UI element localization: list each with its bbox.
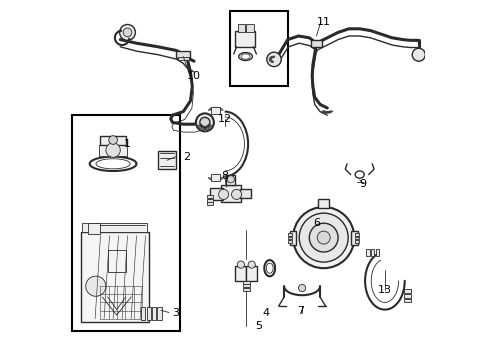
Bar xyxy=(221,185,241,202)
Bar xyxy=(355,233,358,236)
Circle shape xyxy=(123,28,132,37)
Bar xyxy=(82,223,147,232)
Bar xyxy=(211,174,220,181)
Circle shape xyxy=(218,189,228,199)
Circle shape xyxy=(317,231,329,244)
Circle shape xyxy=(247,261,255,268)
Circle shape xyxy=(298,284,305,292)
Bar xyxy=(210,188,223,200)
Circle shape xyxy=(200,117,209,127)
Bar xyxy=(242,281,249,284)
Bar xyxy=(157,307,162,320)
Bar xyxy=(288,240,291,243)
Text: 9: 9 xyxy=(359,179,366,189)
Circle shape xyxy=(299,213,347,262)
Text: 8: 8 xyxy=(221,171,228,181)
Bar xyxy=(226,175,235,185)
Circle shape xyxy=(231,189,241,199)
Bar xyxy=(146,307,151,320)
Circle shape xyxy=(106,143,120,157)
Bar xyxy=(366,249,369,256)
Text: 4: 4 xyxy=(262,308,269,318)
Circle shape xyxy=(85,276,106,296)
Bar xyxy=(403,299,410,302)
Bar xyxy=(355,240,358,243)
Bar xyxy=(246,24,253,32)
Circle shape xyxy=(309,223,337,252)
Bar xyxy=(99,145,127,156)
Circle shape xyxy=(120,24,135,40)
Bar xyxy=(370,249,374,256)
Bar xyxy=(289,231,295,245)
Bar xyxy=(246,266,257,281)
Circle shape xyxy=(108,136,117,144)
Bar xyxy=(72,115,179,331)
Bar xyxy=(235,31,255,47)
Text: 7: 7 xyxy=(296,306,303,316)
Circle shape xyxy=(227,176,234,183)
Text: 1: 1 xyxy=(124,139,131,149)
Bar xyxy=(355,237,358,239)
Bar xyxy=(238,24,244,32)
Text: 6: 6 xyxy=(312,218,319,228)
Bar xyxy=(206,199,213,202)
Text: 2: 2 xyxy=(183,152,190,162)
Bar xyxy=(403,294,410,298)
Bar xyxy=(206,202,213,205)
Bar xyxy=(310,40,321,47)
Bar xyxy=(101,136,125,145)
Bar xyxy=(230,11,287,86)
Bar xyxy=(152,307,156,320)
Text: 12: 12 xyxy=(217,114,231,124)
Bar xyxy=(288,233,291,236)
Bar xyxy=(351,231,357,245)
Circle shape xyxy=(237,261,244,268)
Text: 10: 10 xyxy=(187,71,201,81)
Bar xyxy=(206,195,213,198)
Bar xyxy=(235,266,246,281)
Bar xyxy=(176,51,190,58)
Text: 5: 5 xyxy=(255,321,262,331)
Bar xyxy=(107,250,125,272)
Bar xyxy=(403,289,410,293)
Bar xyxy=(240,189,250,198)
Bar xyxy=(141,307,145,320)
Bar xyxy=(242,288,249,291)
Bar xyxy=(177,57,189,60)
Circle shape xyxy=(292,207,354,268)
Text: 11: 11 xyxy=(316,17,330,27)
Bar xyxy=(158,151,176,169)
Bar xyxy=(211,107,220,114)
Bar xyxy=(242,284,249,287)
Circle shape xyxy=(266,52,281,67)
Text: 3: 3 xyxy=(172,308,179,318)
Bar xyxy=(375,249,378,256)
Bar xyxy=(88,223,101,234)
Bar xyxy=(81,232,149,322)
Circle shape xyxy=(411,48,425,61)
Bar xyxy=(318,199,328,208)
Bar xyxy=(288,237,291,239)
Circle shape xyxy=(196,113,213,131)
Text: 13: 13 xyxy=(377,285,391,295)
